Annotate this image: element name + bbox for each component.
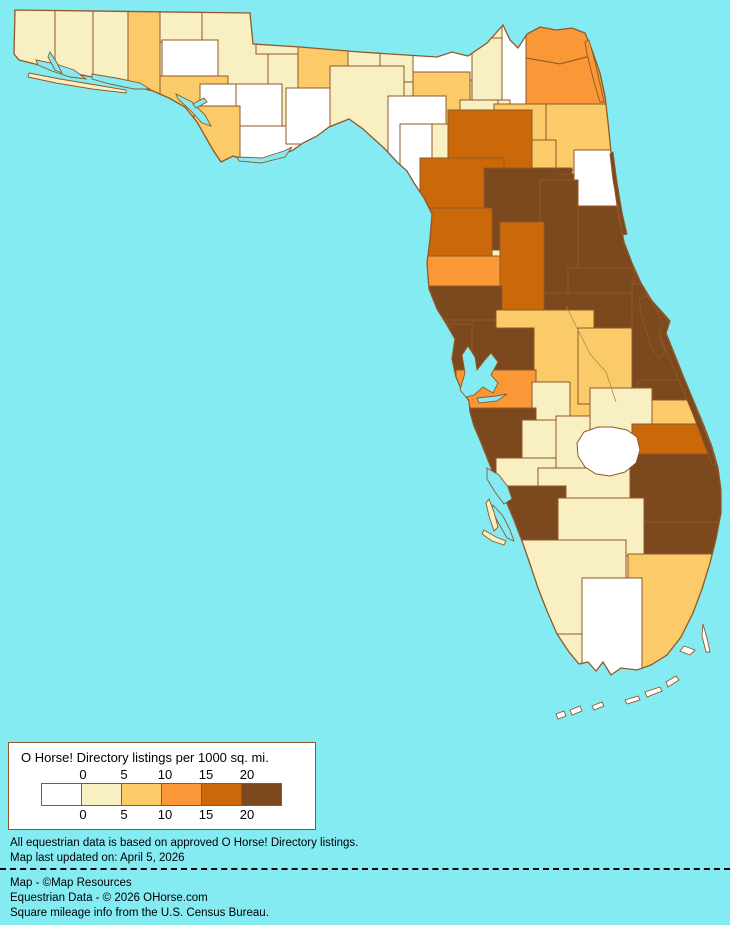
legend-ticks-top: 0 5 10 15 20 bbox=[9, 767, 315, 782]
legend-swatch bbox=[241, 783, 282, 806]
middle-keys bbox=[644, 686, 663, 698]
map-notes: All equestrian data is based on approved… bbox=[10, 836, 358, 866]
legend-tick: 10 bbox=[157, 767, 173, 782]
legend-title: O Horse! Directory listings per 1000 sq.… bbox=[21, 750, 269, 765]
legend-swatch bbox=[121, 783, 162, 806]
florida-choropleth-map bbox=[13, 9, 722, 720]
legend-tick: 10 bbox=[157, 807, 173, 822]
legend-tick: 20 bbox=[239, 767, 255, 782]
county-palm-beach bbox=[629, 453, 721, 527]
credit-census: Square mileage info from the U.S. Census… bbox=[10, 907, 269, 919]
choctawhatchee-bay bbox=[91, 73, 152, 90]
legend-tick: 5 bbox=[120, 807, 128, 822]
county-sumter bbox=[499, 221, 545, 319]
county-washington bbox=[161, 39, 219, 79]
credit-equestrian-data: Equestrian Data - © 2026 OHorse.com bbox=[10, 892, 208, 904]
legend-ticks-bottom: 0 5 10 15 20 bbox=[9, 807, 315, 822]
upper-keys bbox=[665, 675, 680, 688]
county-wakulla bbox=[285, 87, 337, 145]
sugarloaf-keys bbox=[569, 705, 583, 716]
indian-river-lagoon-barrier bbox=[642, 290, 717, 466]
key-west bbox=[555, 710, 567, 720]
legend-swatch bbox=[161, 783, 202, 806]
merritt-island bbox=[638, 295, 666, 360]
map-legend: O Horse! Directory listings per 1000 sq.… bbox=[8, 742, 316, 830]
legend-swatch bbox=[201, 783, 242, 806]
sanibel-island bbox=[481, 529, 507, 546]
legend-tick: 5 bbox=[120, 767, 128, 782]
manatee-river bbox=[476, 393, 508, 404]
county-monroe bbox=[581, 577, 643, 675]
santa-rosa-island bbox=[27, 72, 127, 94]
credit-map-source: Map - ©Map Resources bbox=[10, 877, 132, 889]
pensacola-bay bbox=[35, 59, 88, 80]
escambia-bay bbox=[47, 51, 63, 74]
legend-swatch bbox=[41, 783, 82, 806]
county-hamilton bbox=[412, 15, 479, 81]
note-last-updated: Map last updated on: April 5, 2026 bbox=[10, 852, 185, 864]
lower-keys bbox=[591, 701, 605, 711]
st-andrew-bay-arm bbox=[192, 97, 208, 109]
marathon-keys bbox=[624, 695, 641, 705]
tampa-bay bbox=[459, 345, 499, 398]
legend-tick: 20 bbox=[239, 807, 255, 822]
key-biscayne bbox=[701, 623, 711, 653]
legend-tick: 15 bbox=[198, 807, 214, 822]
county-border-line bbox=[565, 305, 617, 403]
note-data-source: All equestrian data is based on approved… bbox=[10, 837, 359, 849]
legend-swatches bbox=[41, 783, 282, 806]
legend-tick: 15 bbox=[198, 767, 214, 782]
county-holmes bbox=[159, 10, 203, 43]
key-largo bbox=[679, 645, 696, 656]
amelia-talbot-barrier bbox=[584, 39, 605, 103]
pine-island bbox=[485, 498, 499, 532]
apalachicola-bay bbox=[236, 146, 293, 164]
legend-swatch bbox=[81, 783, 122, 806]
daytona-barrier bbox=[609, 151, 628, 236]
lake-okeechobee bbox=[576, 426, 641, 477]
county-martin bbox=[631, 423, 721, 457]
map-credits: Map - ©Map Resources Equestrian Data - ©… bbox=[10, 876, 269, 921]
dashed-divider bbox=[0, 868, 730, 870]
legend-tick: 0 bbox=[79, 767, 87, 782]
legend-tick: 0 bbox=[79, 807, 87, 822]
charlotte-harbor bbox=[486, 467, 513, 505]
